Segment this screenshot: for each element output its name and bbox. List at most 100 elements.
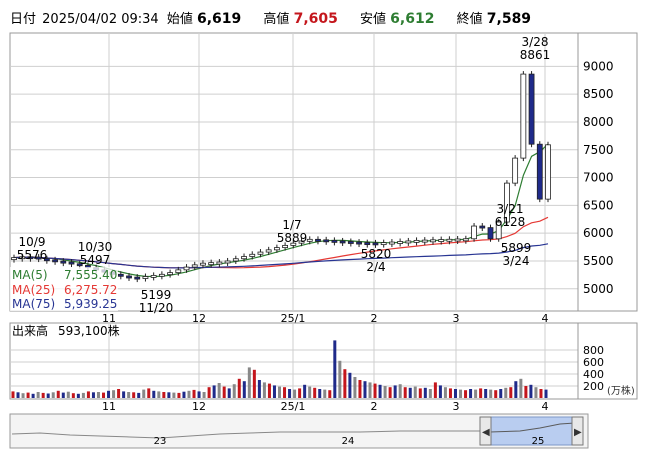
volume-bar xyxy=(298,388,302,398)
low-value: 6,612 xyxy=(390,11,435,27)
open-label: 始値 xyxy=(166,12,193,27)
candle-body xyxy=(462,238,469,242)
candle-body xyxy=(43,258,50,262)
candle-body xyxy=(545,144,551,200)
volume-bar xyxy=(524,386,528,398)
candle-body xyxy=(520,73,527,159)
volume-bar xyxy=(51,392,55,398)
timeline-sparkline xyxy=(11,430,480,439)
ma5-value: 7,555.40 xyxy=(64,268,117,282)
candle-body xyxy=(11,257,17,261)
candle-body xyxy=(150,275,157,278)
ma-line-75 xyxy=(13,243,549,269)
volume-bar xyxy=(267,383,271,398)
datetime-value: 2025/04/02 09:34 xyxy=(42,12,159,27)
x-tick-label: 11 xyxy=(102,400,116,413)
timeline-label-24: 24 xyxy=(342,436,355,447)
candle-body xyxy=(282,244,289,249)
candle-body xyxy=(175,269,182,274)
candle-body xyxy=(216,261,223,265)
volume-bar xyxy=(529,384,533,398)
volume-bar xyxy=(142,389,146,398)
volume-bar xyxy=(167,392,171,398)
volume-bar xyxy=(242,381,246,398)
volume-bar xyxy=(61,392,65,398)
volume-bar xyxy=(303,384,307,398)
volume-bar xyxy=(247,367,251,398)
candle-body xyxy=(347,241,354,244)
volume-bar xyxy=(328,390,332,398)
price-header: 日付 2025/04/02 09:34 始値 6,619 高値 7,605 安値… xyxy=(10,10,549,28)
candle-body xyxy=(306,238,313,242)
candle-body xyxy=(495,221,502,240)
volume-bar xyxy=(433,382,437,398)
price-tick-label: 6500 xyxy=(583,198,614,212)
annotation-date: 2/4 xyxy=(366,260,385,274)
volume-bar xyxy=(348,372,352,398)
candle-body xyxy=(528,73,535,145)
volume-bar xyxy=(403,387,407,398)
volume-bar xyxy=(353,377,357,398)
volume-bar xyxy=(479,388,483,398)
volume-bar xyxy=(534,387,538,398)
timeline-label-25: 25 xyxy=(532,436,545,447)
candle-body xyxy=(167,272,173,276)
volume-value: 593,100株 xyxy=(58,323,120,338)
candle-body xyxy=(76,263,83,267)
volume-bar xyxy=(56,390,60,398)
volume-bar xyxy=(464,390,468,398)
volume-bar xyxy=(157,391,161,398)
annotation-date: 11/20 xyxy=(139,301,174,315)
volume-bar xyxy=(102,392,106,398)
volume-bar xyxy=(26,392,30,398)
price-grid xyxy=(10,33,579,311)
candle-body xyxy=(224,260,231,264)
x-tick-label: 4 xyxy=(542,312,549,325)
price-tick-label: 8500 xyxy=(583,87,614,101)
price-tick-label: 5500 xyxy=(583,254,614,268)
volume-bar xyxy=(202,392,206,398)
volume-bar xyxy=(122,391,126,398)
volume-bar xyxy=(232,384,236,398)
volume-bar xyxy=(217,383,221,398)
candle-body xyxy=(68,261,75,265)
volume-bar xyxy=(192,389,196,398)
volume-bar xyxy=(494,390,498,398)
candle-body xyxy=(405,240,412,244)
timeline-left-handle[interactable] xyxy=(479,416,492,446)
volume-bar xyxy=(21,393,25,398)
annotation-date: 10/9 xyxy=(19,235,46,249)
candle-body xyxy=(273,247,280,251)
candlesticks xyxy=(11,71,551,283)
volume-bar xyxy=(383,386,387,398)
candle-body xyxy=(257,251,264,255)
volume-bar xyxy=(333,340,337,398)
volume-bar xyxy=(137,392,141,398)
price-tick-label: 7000 xyxy=(583,171,614,185)
volume-bar xyxy=(86,391,90,398)
volume-bar xyxy=(408,387,412,398)
candle-body xyxy=(298,240,305,244)
candle-body xyxy=(142,276,149,279)
low-label: 安値 xyxy=(360,12,387,27)
volume-tick-label: 400 xyxy=(583,368,604,381)
x-tick-label: 11 xyxy=(102,312,116,325)
ma25-value: 6,275.72 xyxy=(64,283,117,297)
x-tick-label: 12 xyxy=(192,312,206,325)
volume-bar xyxy=(91,392,95,398)
candle-body xyxy=(19,256,26,260)
volume-bar xyxy=(31,393,35,398)
volume-bar xyxy=(413,386,417,398)
price-tick-label: 5000 xyxy=(583,282,614,296)
volume-bar xyxy=(338,360,342,398)
volume-bar xyxy=(313,387,317,398)
timeline-right-handle[interactable] xyxy=(571,416,584,446)
volume-bar xyxy=(398,384,402,398)
candle-body xyxy=(134,276,141,280)
volume-bar xyxy=(443,387,447,398)
candle-body xyxy=(208,262,215,266)
volume-bar xyxy=(207,387,211,398)
timeline-selection-sparkline xyxy=(489,422,576,433)
volume-bar xyxy=(96,392,100,398)
